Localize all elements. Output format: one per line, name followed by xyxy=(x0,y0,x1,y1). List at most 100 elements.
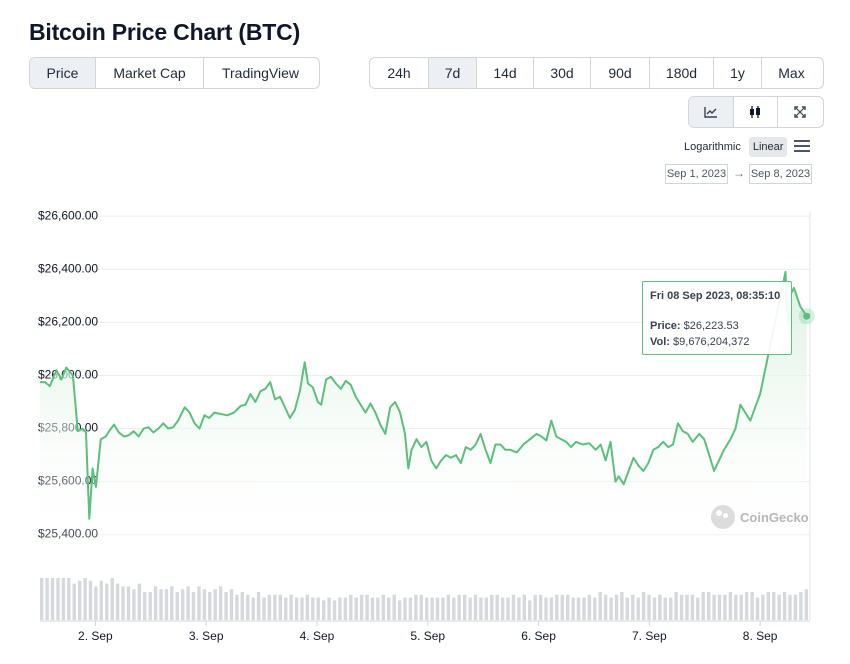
tab-price[interactable]: Price xyxy=(30,58,96,88)
scale-toggle: Logarithmic Linear xyxy=(680,137,788,157)
linear-option[interactable]: Linear xyxy=(748,137,788,157)
volume-bar xyxy=(425,597,429,620)
arrow-right-icon: → xyxy=(733,166,745,180)
chart-type-toolbar xyxy=(688,96,824,128)
volume-bar xyxy=(658,594,662,620)
y-tick-label: $26,400.00 xyxy=(38,261,98,275)
volume-bar xyxy=(663,597,667,620)
range-label: 1y xyxy=(730,65,745,81)
expand-button[interactable] xyxy=(778,97,823,127)
volume-bar xyxy=(761,594,765,620)
candlestick-icon xyxy=(750,106,761,118)
view-tabs: Price Market Cap TradingView xyxy=(29,57,320,89)
volume-bar xyxy=(652,597,657,620)
volume-bar xyxy=(392,594,396,620)
volume-bar xyxy=(240,592,244,620)
range-label: 14d xyxy=(493,65,517,81)
range-24h-button[interactable]: 24h xyxy=(370,58,429,88)
volume-bar xyxy=(251,597,255,620)
volume-bar xyxy=(696,597,700,620)
volume-bar xyxy=(587,594,592,620)
volume-bar xyxy=(495,594,499,620)
volume-bar xyxy=(67,578,71,620)
volume-bar xyxy=(278,594,282,620)
volume-bar xyxy=(468,597,472,620)
volume-bar xyxy=(50,578,55,620)
volume-bar xyxy=(284,597,288,620)
volume-bar xyxy=(246,594,250,620)
volume-bar xyxy=(571,597,575,620)
volume-bar xyxy=(202,589,207,620)
volume-bar xyxy=(490,594,494,620)
volume-bar xyxy=(641,592,646,620)
volume-bar xyxy=(528,600,532,620)
page-title: Bitcoin Price Chart (BTC) xyxy=(29,19,301,45)
volume-bar xyxy=(235,594,239,620)
volume-bar xyxy=(213,589,217,620)
volume-bar xyxy=(224,592,228,620)
menu-icon[interactable] xyxy=(794,140,810,152)
volume-bar xyxy=(208,592,212,620)
tooltip-date: Fri 08 Sep 2023, 08:35:10 xyxy=(650,290,781,302)
date-to-input[interactable]: Sep 8, 2023 xyxy=(749,164,812,184)
range-label: Max xyxy=(778,65,805,81)
volume-bar xyxy=(403,597,407,620)
range-max-button[interactable]: Max xyxy=(762,58,821,88)
volume-bar xyxy=(598,592,602,620)
range-30d-button[interactable]: 30d xyxy=(534,58,591,88)
volume-bar xyxy=(40,578,44,620)
volume-bar xyxy=(300,597,304,620)
price-area xyxy=(40,272,807,540)
volume-bar xyxy=(522,594,526,620)
volume-bar xyxy=(441,597,445,620)
candlestick-button[interactable] xyxy=(734,97,779,127)
volume-bar xyxy=(294,597,299,620)
volume-bar xyxy=(452,597,456,620)
volume-bar xyxy=(538,594,543,620)
logarithmic-option[interactable]: Logarithmic xyxy=(684,141,741,153)
volume-bar xyxy=(500,597,505,620)
tab-tradingview[interactable]: TradingView xyxy=(204,58,317,88)
x-tick-label: 2. Sep xyxy=(78,629,113,643)
volume-bars xyxy=(40,578,808,620)
tooltip-price-value: $26,223.53 xyxy=(683,320,739,332)
tab-market-cap-label: Market Cap xyxy=(113,65,186,81)
volume-bar xyxy=(707,592,711,620)
range-90d-button[interactable]: 90d xyxy=(591,58,650,88)
volume-bar xyxy=(777,594,781,620)
volume-bar xyxy=(739,594,743,620)
tab-price-label: Price xyxy=(46,65,79,81)
volume-bar xyxy=(712,594,716,620)
range-14d-button[interactable]: 14d xyxy=(477,58,534,88)
volume-bar xyxy=(793,594,798,620)
range-7d-button[interactable]: 7d xyxy=(429,58,477,88)
volume-bar xyxy=(153,586,158,620)
volume-bar xyxy=(359,594,364,620)
range-label: 30d xyxy=(550,65,574,81)
volume-bar xyxy=(473,594,478,620)
price-series xyxy=(40,271,808,540)
volume-bar xyxy=(94,586,98,620)
volume-bar xyxy=(99,580,103,620)
volume-bar xyxy=(631,594,635,620)
volume-bar xyxy=(365,594,369,620)
tab-market-cap[interactable]: Market Cap xyxy=(96,58,204,88)
volume-bar xyxy=(669,597,673,620)
range-1y-button[interactable]: 1y xyxy=(714,58,762,88)
line-chart-button[interactable] xyxy=(689,97,734,127)
range-label: 180d xyxy=(665,65,698,81)
volume-bar xyxy=(121,586,125,620)
volume-bar xyxy=(327,597,331,620)
volume-bar xyxy=(744,592,749,620)
volume-bar xyxy=(609,597,613,620)
volume-bar xyxy=(734,594,738,620)
x-tick-label: 7. Sep xyxy=(632,629,667,643)
volume-bar xyxy=(484,597,488,620)
volume-bar xyxy=(549,597,554,620)
volume-bar xyxy=(170,586,174,620)
volume-bar xyxy=(533,594,537,620)
range-180d-button[interactable]: 180d xyxy=(650,58,714,88)
date-from-input[interactable]: Sep 1, 2023 xyxy=(665,164,728,184)
volume-bar xyxy=(463,594,467,620)
